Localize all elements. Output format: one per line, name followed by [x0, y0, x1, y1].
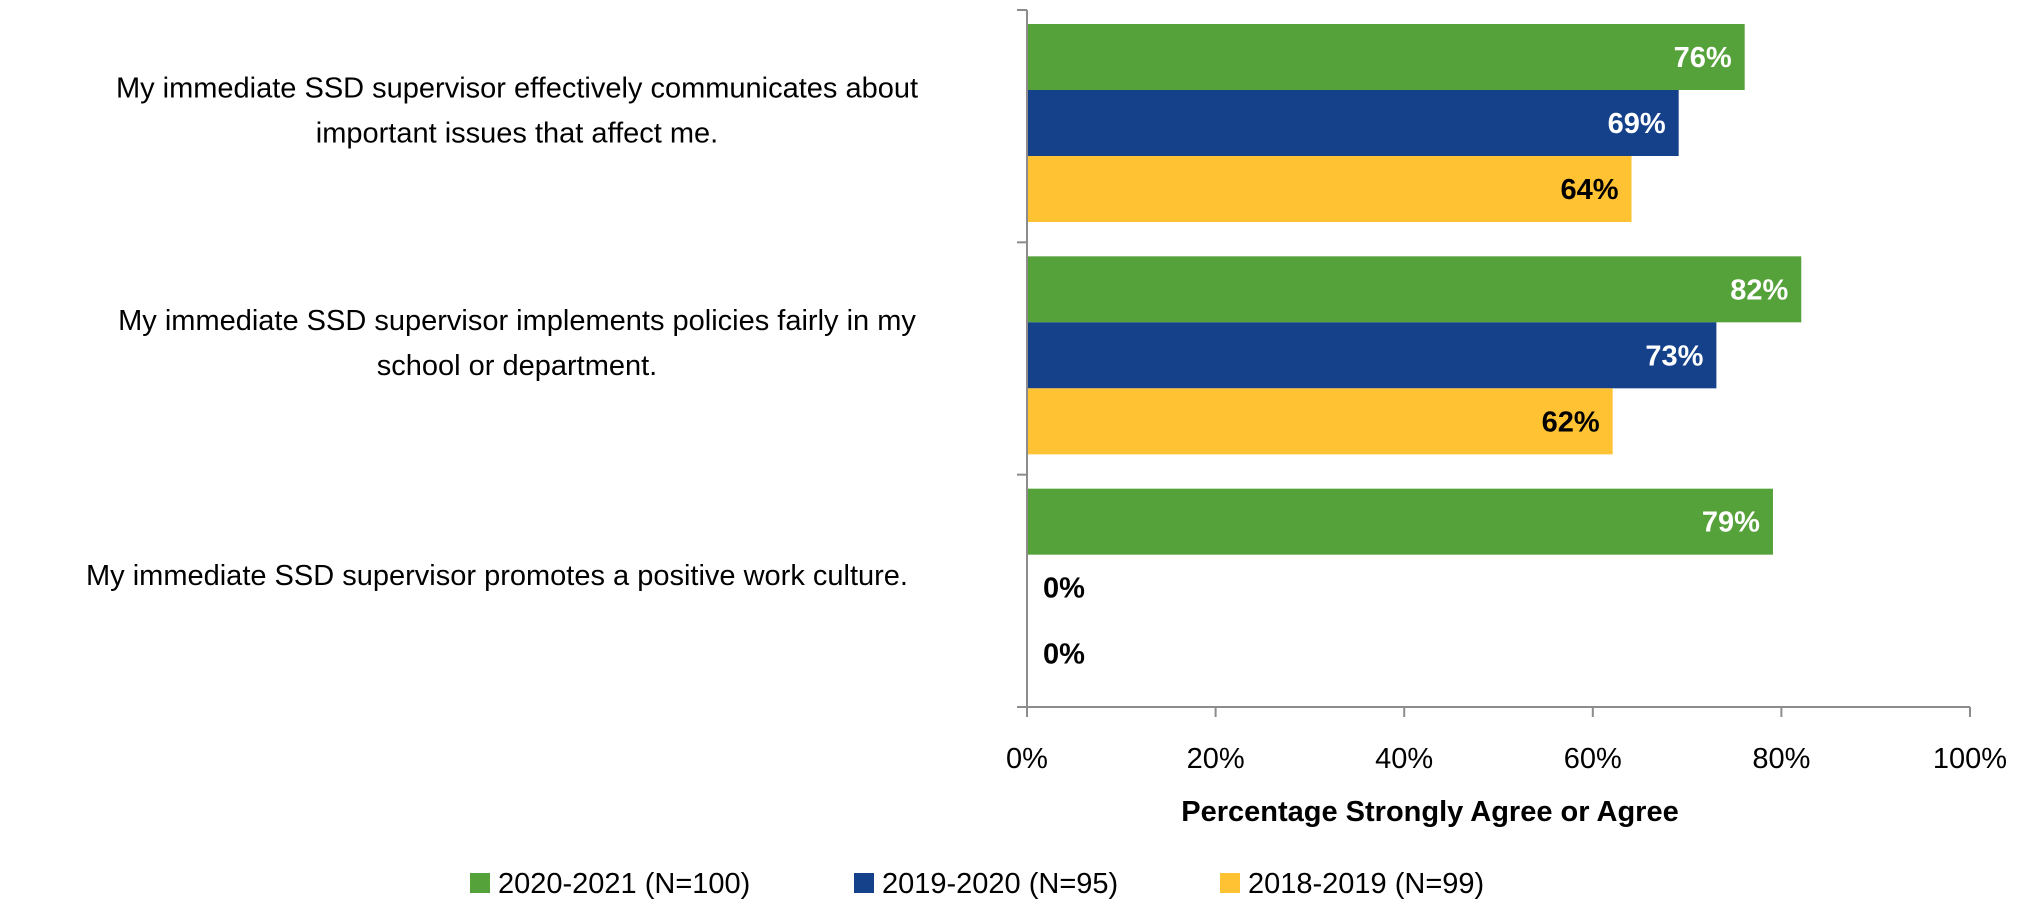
bar — [1028, 488, 1773, 555]
legend-swatch — [470, 873, 490, 893]
category-label: My immediate SSD supervisor implements p… — [118, 305, 916, 382]
data-label: 0% — [1043, 639, 1085, 671]
x-tick-label: 100% — [1933, 743, 2007, 775]
legend: 2020-2021 (N=100) 2019-2020 (N=95) 2018-20… — [470, 868, 1484, 900]
data-label: 79% — [1702, 507, 1760, 539]
x-tick-labels: 0% 20% 40% 60% 80% 100% — [1006, 743, 2007, 775]
chart-bars — [1028, 24, 1802, 555]
data-label: 0% — [1043, 573, 1085, 605]
bar — [1028, 156, 1632, 222]
data-label: 64% — [1560, 174, 1618, 206]
bar — [1028, 256, 1802, 323]
legend-swatch — [854, 873, 874, 893]
data-label: 69% — [1608, 108, 1666, 140]
category-label: My immediate SSD supervisor promotes a p… — [86, 560, 908, 592]
category-label: My immediate SSD supervisor effectively … — [116, 73, 918, 150]
bar — [1028, 90, 1679, 156]
legend-label: 2020-2021 (N=100) — [498, 868, 750, 900]
x-tick-label: 40% — [1375, 743, 1433, 775]
legend-label: 2018-2019 (N=99) — [1248, 868, 1484, 900]
x-tick-label: 0% — [1006, 743, 1048, 775]
legend-label: 2019-2020 (N=95) — [882, 868, 1118, 900]
x-axis-title: Percentage Strongly Agree or Agree — [1181, 796, 1678, 828]
bar — [1028, 24, 1745, 90]
bar — [1028, 388, 1613, 455]
x-tick-label: 80% — [1752, 743, 1810, 775]
bar — [1028, 322, 1717, 389]
chart-data-labels: 76% 69% 64% 82% 73% 62% 79% 0% 0% — [1043, 42, 1788, 671]
data-label: 62% — [1542, 406, 1600, 438]
category-labels: My immediate SSD supervisor effectively … — [86, 73, 918, 592]
x-tick-label: 60% — [1564, 743, 1622, 775]
chart-axes — [1017, 9, 1971, 717]
data-label: 73% — [1645, 340, 1703, 372]
x-tick-label: 20% — [1187, 743, 1245, 775]
data-label: 82% — [1730, 274, 1788, 306]
legend-swatch — [1220, 873, 1240, 893]
data-label: 76% — [1674, 42, 1732, 74]
